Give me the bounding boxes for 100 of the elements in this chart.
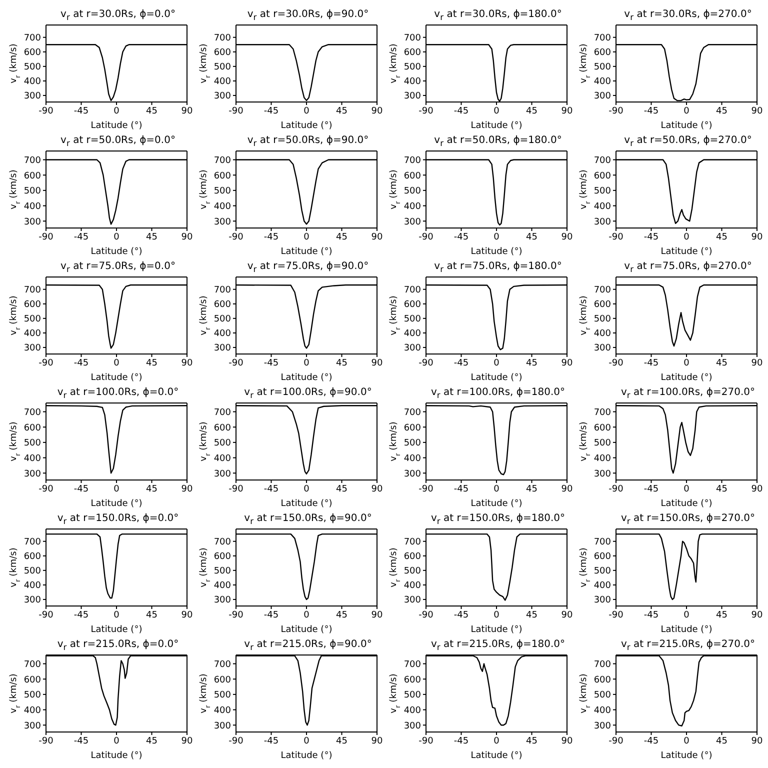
y-tick-label: 300 [594,217,612,228]
x-tick-label: 45 [146,358,158,368]
chart-title: v$_{r}$ at r=100.0Rs, ϕ=180.0° [430,386,566,400]
x-tick-label: 45 [526,484,538,494]
x-axis-title: Latitude (°) [660,373,712,383]
y-tick-label: 400 [404,706,422,716]
y-tick-label: 500 [594,566,612,577]
y-tick-label: 500 [24,690,42,701]
y-tick-label: 600 [594,48,612,58]
x-tick-label: 90 [751,106,763,116]
y-tick-label: 300 [24,721,42,732]
x-tick-label: 45 [146,106,158,116]
y-tick-label: 300 [24,344,42,354]
x-tick-label: 45 [336,358,348,368]
chart-title: v$_{r}$ at r=50.0Rs, ϕ=90.0° [246,134,370,148]
x-tick-label: -45 [74,358,89,368]
x-tick-label: 0 [494,610,500,620]
y-tick-label: 700 [24,156,42,166]
y-tick-label: 600 [594,300,612,310]
y-tick-label: 400 [594,581,612,592]
x-tick-label: 0 [304,106,310,116]
x-tick-label: 45 [716,232,728,242]
x-tick-label: -90 [418,358,434,368]
x-tick-label: 0 [494,232,500,242]
x-axis-title: Latitude (°) [280,751,332,761]
y-tick-label: 500 [214,438,232,449]
x-axis-title: Latitude (°) [90,625,142,635]
x-tick-label: -45 [454,610,469,620]
x-tick-label: 45 [716,106,728,116]
chart-title: v$_{r}$ at r=75.0Rs, ϕ=180.0° [433,260,563,274]
y-tick-label: 500 [214,690,232,701]
x-tick-label: 90 [561,736,573,746]
x-axis-title: Latitude (°) [90,373,142,383]
y-tick-label: 700 [214,408,232,418]
x-tick-label: 0 [684,610,690,620]
y-tick-label: 700 [594,538,612,548]
x-tick-label: -90 [38,106,54,116]
y-tick-label: 500 [404,690,422,701]
x-tick-label: 90 [561,610,573,620]
y-tick-label: 600 [594,552,612,562]
x-axis-title: Latitude (°) [470,121,522,131]
y-tick-label: 700 [24,538,42,548]
y-tick-label: 300 [214,721,232,732]
x-tick-label: 90 [751,232,763,242]
y-tick-label: 400 [24,581,42,592]
x-tick-label: 90 [371,610,383,620]
y-tick-label: 500 [214,314,232,325]
chart-title: v$_{r}$ at r=30.0Rs, ϕ=270.0° [623,8,753,22]
y-tick-label: 500 [594,62,612,73]
y-tick-label: 600 [24,48,42,58]
x-tick-label: -90 [418,484,434,494]
y-tick-label: 500 [404,314,422,325]
chart-title: v$_{r}$ at r=50.0Rs, ϕ=0.0° [60,134,176,148]
y-tick-label: 500 [594,186,612,197]
x-tick-label: 90 [181,232,193,242]
x-tick-label: 45 [526,106,538,116]
chart-title: v$_{r}$ at r=75.0Rs, ϕ=0.0° [60,260,176,274]
x-tick-label: 90 [181,610,193,620]
x-tick-label: -45 [74,484,89,494]
y-tick-label: 600 [24,171,42,182]
y-tick-label: 600 [404,48,422,58]
y-tick-label: 300 [594,596,612,606]
chart-title: v$_{r}$ at r=150.0Rs, ϕ=90.0° [243,512,373,526]
x-tick-label: 45 [526,358,538,368]
x-tick-label: -90 [228,358,244,368]
y-tick-label: 400 [594,77,612,88]
x-tick-label: 0 [494,736,500,746]
x-tick-label: -45 [264,232,279,242]
y-tick-label: 400 [404,77,422,88]
y-tick-label: 700 [24,660,42,670]
x-axis-title: Latitude (°) [470,625,522,635]
x-tick-label: 0 [494,358,500,368]
x-tick-label: -90 [38,736,54,746]
y-tick-label: 300 [214,469,232,480]
y-tick-label: 400 [214,77,232,88]
x-axis-title: Latitude (°) [280,373,332,383]
x-tick-label: -45 [74,232,89,242]
x-tick-label: 90 [751,610,763,620]
x-tick-label: 0 [114,736,120,746]
x-tick-label: -90 [228,484,244,494]
x-tick-label: -90 [418,232,434,242]
x-tick-label: -45 [264,610,279,620]
x-axis-title: Latitude (°) [90,247,142,257]
x-tick-label: -90 [608,358,624,368]
x-axis-title: Latitude (°) [470,373,522,383]
x-tick-label: -45 [264,484,279,494]
y-tick-label: 300 [24,469,42,480]
x-tick-label: 45 [336,232,348,242]
y-tick-label: 300 [594,92,612,102]
y-tick-label: 400 [24,706,42,716]
x-axis-title: Latitude (°) [280,625,332,635]
x-tick-label: 45 [146,232,158,242]
y-tick-label: 400 [24,329,42,340]
y-tick-label: 400 [404,581,422,592]
x-tick-label: 45 [146,736,158,746]
x-tick-label: -90 [418,610,434,620]
x-tick-label: -45 [74,106,89,116]
y-tick-label: 300 [24,596,42,606]
x-tick-label: 45 [716,736,728,746]
x-tick-label: 90 [371,232,383,242]
